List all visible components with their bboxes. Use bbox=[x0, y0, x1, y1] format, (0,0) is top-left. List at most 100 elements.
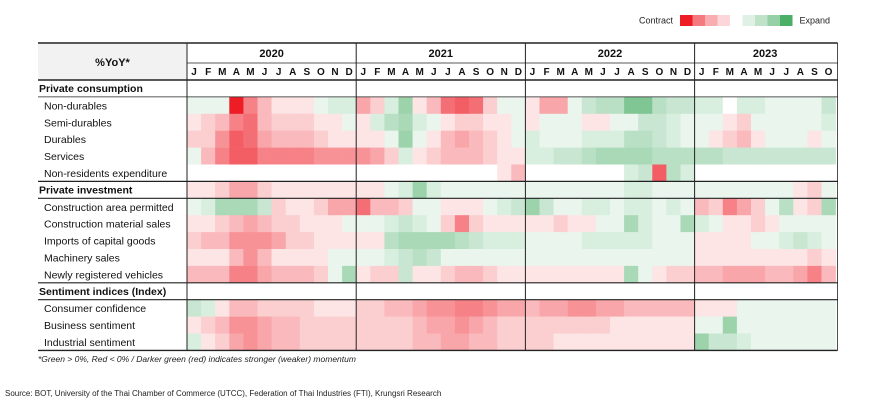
heatmap-cell bbox=[779, 147, 794, 165]
heatmap-cell bbox=[328, 130, 343, 148]
heatmap-cell bbox=[384, 232, 399, 250]
heatmap-cell bbox=[412, 215, 427, 233]
heatmap-cell bbox=[807, 299, 822, 317]
month-label: M bbox=[218, 67, 226, 78]
heatmap-cell bbox=[581, 316, 597, 334]
heatmap-cell bbox=[285, 215, 301, 233]
heatmap-cell bbox=[807, 282, 822, 300]
heatmap-cell bbox=[497, 164, 512, 182]
heatmap-cell bbox=[398, 265, 413, 284]
heatmap-cell bbox=[595, 147, 611, 165]
row-label: Construction area permitted bbox=[44, 202, 174, 214]
heatmap-cell bbox=[271, 232, 286, 250]
heatmap-cell bbox=[497, 130, 512, 148]
heatmap-cell bbox=[398, 96, 413, 115]
heatmap-cell bbox=[201, 299, 216, 317]
month-label: F bbox=[205, 67, 211, 78]
heatmap-cell bbox=[793, 265, 808, 284]
heatmap-cell bbox=[370, 316, 385, 334]
heatmap-cell bbox=[624, 316, 639, 334]
heatmap-cell bbox=[539, 232, 554, 250]
month-label: F bbox=[543, 67, 549, 78]
heatmap-cell bbox=[581, 181, 597, 199]
heatmap-cell bbox=[313, 232, 329, 250]
heatmap-cell bbox=[187, 130, 202, 148]
heatmap-cell bbox=[666, 249, 681, 267]
heatmap-cell bbox=[398, 232, 413, 250]
heatmap-cell bbox=[299, 164, 315, 182]
heatmap-cell bbox=[807, 333, 822, 351]
heatmap-cell bbox=[412, 147, 427, 165]
heatmap-cell bbox=[229, 282, 244, 300]
month-label: J bbox=[600, 67, 606, 78]
heatmap-cell bbox=[440, 265, 456, 284]
heatmap-cell bbox=[412, 249, 427, 267]
heatmap-cell bbox=[624, 198, 639, 216]
heatmap-cell bbox=[271, 181, 286, 199]
heatmap-cell bbox=[567, 282, 583, 300]
heatmap-cell bbox=[765, 333, 780, 351]
heatmap-cell bbox=[313, 333, 329, 351]
heatmap-cell bbox=[356, 198, 371, 216]
heatmap-cell bbox=[342, 232, 357, 250]
heatmap-cell bbox=[257, 232, 272, 250]
heatmap-cell bbox=[751, 198, 766, 216]
heatmap-cell bbox=[638, 249, 653, 267]
heatmap-cell bbox=[201, 249, 216, 267]
heatmap-cell bbox=[299, 181, 315, 199]
heatmap-cell bbox=[708, 282, 724, 300]
heatmap-cell bbox=[581, 113, 597, 131]
heatmap-cell bbox=[313, 113, 329, 131]
heatmap-cell bbox=[313, 147, 329, 165]
heatmap-cell bbox=[722, 181, 738, 199]
heatmap-cell bbox=[807, 96, 822, 115]
month-label: A bbox=[571, 67, 578, 78]
heatmap-cell bbox=[440, 130, 456, 148]
heatmap-cell bbox=[722, 249, 738, 267]
heatmap-cell bbox=[426, 198, 442, 216]
heatmap-cell bbox=[313, 299, 329, 317]
heatmap-cell bbox=[285, 164, 301, 182]
heatmap-cell bbox=[426, 333, 442, 351]
heatmap-cell bbox=[285, 147, 301, 165]
heatmap-cell bbox=[469, 249, 484, 267]
heatmap-cell bbox=[285, 232, 301, 250]
heatmap-cell bbox=[229, 299, 244, 317]
heatmap-cell bbox=[398, 164, 413, 182]
heatmap-cell bbox=[511, 282, 526, 300]
heatmap-cell bbox=[426, 96, 442, 115]
month-label: S bbox=[811, 67, 818, 78]
heatmap-cell bbox=[708, 265, 724, 284]
heatmap-cell bbox=[398, 249, 413, 267]
heatmap-cell bbox=[483, 164, 498, 182]
heatmap-cell bbox=[638, 130, 653, 148]
heatmap-cell bbox=[285, 181, 301, 199]
heatmap-cell bbox=[187, 316, 202, 334]
heatmap-cell bbox=[243, 147, 258, 165]
heatmap-cell bbox=[736, 198, 752, 216]
heatmap-cell bbox=[736, 164, 752, 182]
heatmap-cell bbox=[708, 147, 724, 165]
heatmap-cell bbox=[497, 249, 512, 267]
heatmap-cell bbox=[215, 130, 230, 148]
heatmap-cell bbox=[483, 198, 498, 216]
heatmap-cell bbox=[595, 299, 611, 317]
heatmap-cell bbox=[384, 249, 399, 267]
legend-swatch bbox=[780, 15, 793, 26]
heatmap-cell bbox=[680, 299, 695, 317]
heatmap-cell bbox=[356, 316, 371, 334]
heatmap-cell bbox=[680, 265, 695, 284]
month-label: J bbox=[530, 67, 536, 78]
heatmap-cell bbox=[426, 130, 442, 148]
heatmap-cell bbox=[624, 282, 639, 300]
month-label: A bbox=[797, 67, 804, 78]
heatmap-cell bbox=[581, 232, 597, 250]
heatmap-cell bbox=[567, 96, 583, 115]
heatmap-cell bbox=[398, 316, 413, 334]
month-label: O bbox=[825, 67, 833, 78]
heatmap-cell bbox=[313, 164, 329, 182]
heatmap-cell bbox=[525, 316, 540, 334]
heatmap-cell bbox=[624, 265, 639, 284]
heatmap-cell bbox=[595, 265, 611, 284]
heatmap-cell bbox=[342, 164, 357, 182]
